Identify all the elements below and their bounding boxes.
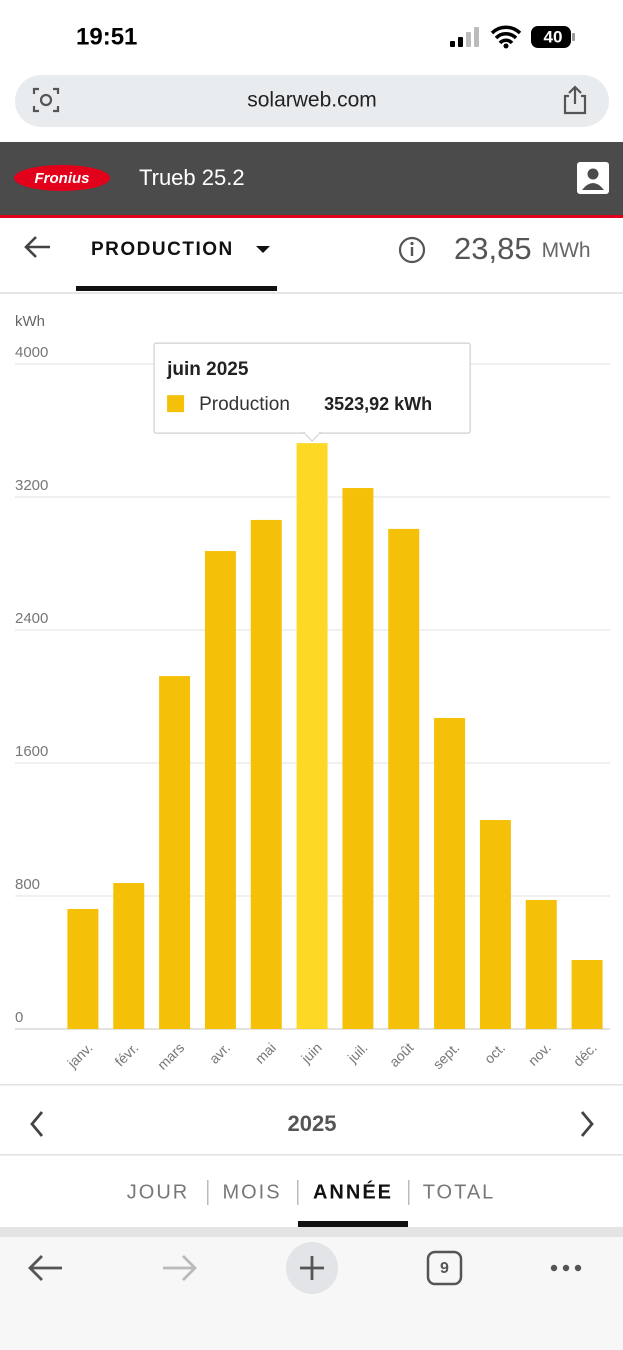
tab-separators — [207, 1180, 410, 1205]
brand-logo[interactable] — [14, 165, 110, 191]
bar — [250, 519, 282, 1029]
tooltip-pointer-cover — [305, 431, 320, 434]
url-text[interactable]: solarweb.com — [247, 89, 377, 112]
bar — [479, 820, 511, 1029]
total-production: 23,85 MWh — [454, 231, 591, 266]
bar — [525, 899, 557, 1029]
tab-count: 9 — [440, 1260, 449, 1277]
y-axis-unit: kWh — [15, 313, 45, 330]
y-tick-label: 0 — [15, 1009, 23, 1026]
browser-forward[interactable] — [163, 1255, 197, 1281]
tooltip-title: juin 2025 — [166, 359, 249, 380]
wifi-dot — [503, 43, 509, 49]
bar — [113, 883, 145, 1029]
tooltip-box — [153, 342, 471, 434]
y-tick-label: 4000 — [15, 344, 48, 361]
y-tick-label: 800 — [15, 876, 40, 893]
browser-back[interactable] — [28, 1255, 62, 1281]
scroll-shadow — [0, 1227, 623, 1237]
previous-year[interactable] — [30, 1111, 44, 1137]
bar — [434, 717, 466, 1029]
y-tick-label: 1600 — [15, 743, 48, 760]
legend-label: Production — [199, 394, 290, 415]
header-accent — [0, 215, 623, 218]
next-year[interactable] — [580, 1111, 594, 1137]
tooltip-value: 3523,92 kWh — [324, 394, 432, 414]
url-bar[interactable] — [15, 75, 609, 127]
total-unit: MWh — [542, 239, 591, 262]
y-tick-label: 2400 — [15, 610, 48, 627]
period-tab-active[interactable]: ANNÉE — [313, 1180, 393, 1203]
period-tab[interactable]: MOIS — [222, 1181, 281, 1203]
bar — [388, 528, 420, 1029]
period-label: 2025 — [288, 1111, 337, 1136]
lens-icon[interactable] — [32, 87, 60, 113]
toolbar-shadow — [0, 292, 623, 294]
period-tab[interactable]: JOUR — [127, 1181, 189, 1203]
active-tab-underline — [298, 1221, 408, 1227]
total-value: 23,85 — [454, 231, 532, 266]
bar — [571, 960, 603, 1029]
battery-tip — [572, 33, 575, 41]
wifi-icon — [490, 25, 522, 45]
divider — [0, 1084, 623, 1086]
battery-level: 40 — [544, 27, 563, 46]
legend-swatch — [167, 395, 185, 413]
bar — [159, 676, 191, 1029]
dropdown-arrow[interactable] — [256, 246, 270, 253]
share-icon[interactable] — [563, 85, 587, 115]
tooltip: juin 2025 Production 3523,92 kWh — [153, 342, 471, 442]
view-selector[interactable]: PRODUCTION — [91, 239, 234, 260]
y-tick-label: 3200 — [15, 477, 48, 494]
info-dot — [410, 241, 414, 246]
divider — [0, 1154, 623, 1156]
account-icon[interactable] — [577, 162, 609, 194]
view-underline — [76, 286, 277, 291]
bar — [67, 908, 99, 1029]
info-icon[interactable] — [398, 236, 426, 264]
period-tab[interactable]: TOTAL — [423, 1181, 496, 1203]
site-name: Trueb 25.2 — [139, 165, 245, 190]
brand-name: Fronius — [35, 170, 90, 187]
info-stem — [410, 247, 414, 256]
plus-icon — [300, 1256, 324, 1280]
bar — [342, 488, 374, 1030]
battery-icon — [531, 26, 571, 48]
bar — [204, 551, 236, 1029]
signal-icon — [450, 27, 479, 47]
back-button[interactable] — [24, 236, 50, 258]
tabs-button[interactable] — [426, 1250, 463, 1286]
bar — [296, 443, 328, 1029]
status-time: 19:51 — [76, 23, 137, 50]
more-menu[interactable] — [550, 1264, 582, 1272]
